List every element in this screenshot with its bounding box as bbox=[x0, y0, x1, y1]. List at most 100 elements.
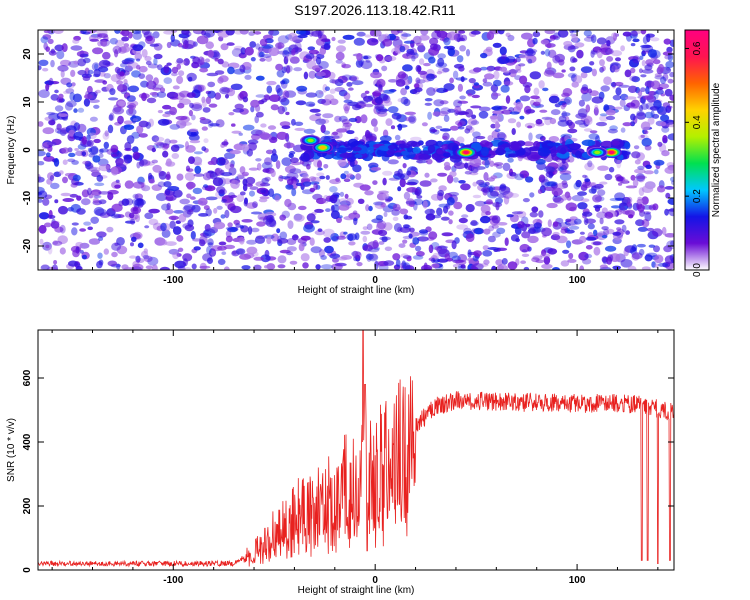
noise-speckle bbox=[430, 178, 438, 183]
noise-speckle bbox=[285, 184, 294, 190]
noise-speckle bbox=[491, 265, 497, 270]
noise-speckle bbox=[601, 235, 608, 239]
noise-speckle bbox=[438, 245, 448, 249]
noise-speckle bbox=[62, 159, 68, 165]
noise-speckle bbox=[527, 235, 539, 244]
noise-speckle bbox=[193, 173, 205, 177]
noise-speckle bbox=[571, 194, 584, 202]
ridge-speckle bbox=[569, 143, 581, 150]
noise-speckle bbox=[552, 231, 560, 237]
noise-speckle bbox=[567, 72, 578, 78]
noise-speckle bbox=[107, 189, 119, 195]
noise-speckle bbox=[530, 95, 540, 100]
noise-speckle bbox=[50, 59, 55, 68]
ridge-speckle bbox=[529, 146, 540, 152]
noise-speckle bbox=[62, 198, 75, 202]
noise-speckle bbox=[580, 184, 588, 192]
noise-speckle bbox=[148, 218, 159, 226]
noise-speckle bbox=[239, 64, 246, 73]
noise-speckle bbox=[92, 155, 101, 163]
noise-speckle bbox=[492, 109, 504, 115]
noise-speckle bbox=[172, 251, 180, 260]
noise-speckle bbox=[645, 164, 652, 169]
noise-speckle bbox=[417, 70, 427, 75]
noise-speckle bbox=[241, 219, 253, 223]
hot-spot bbox=[319, 145, 326, 150]
noise-speckle bbox=[259, 57, 266, 62]
noise-speckle bbox=[606, 228, 615, 235]
noise-speckle bbox=[639, 210, 646, 217]
ridge-speckle bbox=[400, 150, 409, 156]
noise-speckle bbox=[132, 181, 145, 189]
noise-speckle bbox=[238, 52, 247, 59]
noise-speckle bbox=[193, 30, 203, 33]
noise-speckle bbox=[484, 159, 490, 169]
noise-speckle bbox=[360, 230, 371, 235]
noise-speckle bbox=[132, 44, 144, 52]
noise-speckle bbox=[663, 245, 673, 253]
noise-speckle bbox=[166, 41, 172, 49]
noise-speckle bbox=[315, 197, 327, 205]
noise-speckle bbox=[255, 43, 261, 50]
noise-speckle bbox=[86, 134, 91, 141]
noise-speckle bbox=[585, 236, 597, 241]
noise-speckle bbox=[294, 127, 306, 131]
noise-speckle bbox=[484, 73, 495, 80]
noise-speckle bbox=[322, 113, 334, 119]
noise-speckle bbox=[76, 195, 82, 201]
noise-speckle bbox=[589, 61, 595, 66]
noise-speckle bbox=[203, 184, 209, 189]
noise-speckle bbox=[561, 92, 570, 98]
noise-speckle bbox=[410, 166, 417, 172]
noise-speckle bbox=[38, 224, 47, 234]
noise-speckle bbox=[170, 144, 180, 152]
noise-speckle bbox=[100, 39, 108, 47]
noise-speckle bbox=[611, 64, 618, 72]
noise-speckle bbox=[443, 205, 449, 214]
noise-speckle bbox=[90, 189, 102, 196]
noise-speckle bbox=[593, 107, 599, 116]
noise-speckle bbox=[63, 90, 70, 95]
noise-speckle bbox=[79, 250, 84, 254]
noise-speckle bbox=[415, 245, 422, 252]
noise-speckle bbox=[125, 198, 134, 206]
noise-speckle bbox=[426, 158, 433, 165]
noise-speckle bbox=[139, 159, 151, 167]
noise-speckle bbox=[402, 235, 415, 240]
noise-speckle bbox=[635, 173, 645, 182]
noise-speckle bbox=[236, 194, 245, 203]
noise-speckle bbox=[207, 120, 214, 128]
noise-speckle bbox=[664, 186, 674, 190]
noise-speckle bbox=[191, 61, 200, 69]
noise-speckle bbox=[427, 111, 432, 120]
noise-speckle bbox=[283, 142, 295, 149]
noise-speckle bbox=[60, 192, 71, 197]
noise-speckle bbox=[79, 242, 90, 249]
noise-speckle bbox=[448, 219, 453, 225]
noise-speckle bbox=[467, 249, 472, 258]
noise-speckle bbox=[93, 195, 102, 199]
ridge-speckle bbox=[436, 149, 443, 155]
noise-speckle bbox=[664, 54, 672, 60]
noise-speckle bbox=[355, 173, 362, 181]
noise-speckle bbox=[601, 226, 609, 231]
noise-speckle bbox=[222, 178, 233, 185]
noise-speckle bbox=[525, 176, 534, 183]
noise-speckle bbox=[456, 55, 464, 63]
noise-speckle bbox=[493, 163, 499, 167]
noise-speckle bbox=[220, 214, 226, 219]
snr-ytick-label: 600 bbox=[22, 369, 33, 386]
noise-speckle bbox=[86, 30, 97, 34]
ridge-speckle bbox=[550, 150, 557, 157]
noise-speckle bbox=[199, 117, 206, 121]
noise-speckle bbox=[412, 198, 424, 206]
noise-speckle bbox=[269, 94, 281, 102]
noise-speckle bbox=[343, 170, 349, 174]
noise-speckle bbox=[599, 115, 609, 122]
noise-speckle bbox=[147, 256, 159, 266]
noise-speckle bbox=[439, 100, 449, 105]
noise-speckle bbox=[630, 174, 636, 181]
noise-speckle bbox=[275, 63, 283, 71]
spectrogram-ylabel: Frequency (Hz) bbox=[6, 116, 17, 185]
noise-speckle bbox=[286, 53, 293, 61]
